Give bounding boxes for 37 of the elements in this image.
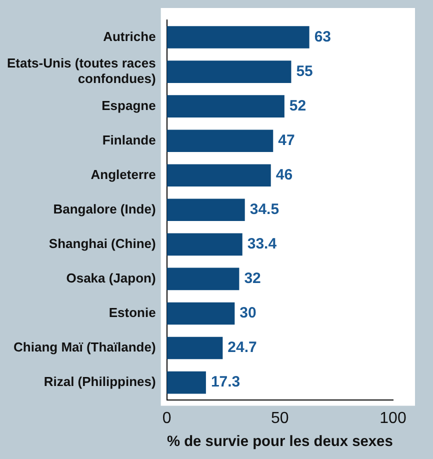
bar [166, 164, 271, 187]
y-tick-label: Chiang Maï (Thaïlande) [14, 340, 156, 355]
y-tick-label: Estonie [108, 305, 156, 320]
bar [166, 95, 284, 118]
bar [166, 26, 310, 48]
data-label: 52 [289, 97, 306, 114]
y-tick-label: Autriche [103, 28, 156, 44]
x-tick-label: 0 [162, 410, 172, 427]
bar [166, 371, 206, 394]
bar [166, 302, 235, 325]
y-tick-label: Bangalore (Inde) [53, 201, 156, 216]
y-tick-label: Angleterre [90, 166, 156, 182]
y-tick-label: Espagne [102, 98, 156, 113]
data-label: 30 [240, 304, 256, 322]
y-tick-label: Osaka (Japon) [66, 270, 156, 286]
data-label: 33.4 [247, 236, 278, 253]
y-tick-label: Rizal (Philippines) [44, 374, 156, 390]
y-tick-label: Shanghai (Chine) [48, 236, 156, 252]
y-tick-label: Finlande [102, 132, 156, 148]
bar [166, 233, 242, 256]
data-label: 47 [278, 132, 295, 149]
x-tick-label: 100 [380, 410, 406, 427]
data-label: 17.3 [210, 374, 240, 391]
y-tick-label: Etats-Unis (toutes races confondues) [6, 56, 156, 86]
bar [166, 130, 274, 152]
data-label: 63 [314, 28, 331, 46]
x-axis-title: % de survie pour les deux sexes [166, 434, 393, 450]
data-label: 34.5 [250, 201, 280, 218]
bar [166, 268, 240, 290]
data-label: 46 [276, 166, 293, 184]
data-label: 55 [296, 62, 313, 80]
bar [166, 60, 292, 83]
x-tick-label: 50 [271, 410, 289, 427]
data-label: 24.7 [228, 339, 257, 356]
bar [166, 336, 223, 360]
data-label: 32 [244, 270, 261, 288]
bar [166, 198, 245, 222]
